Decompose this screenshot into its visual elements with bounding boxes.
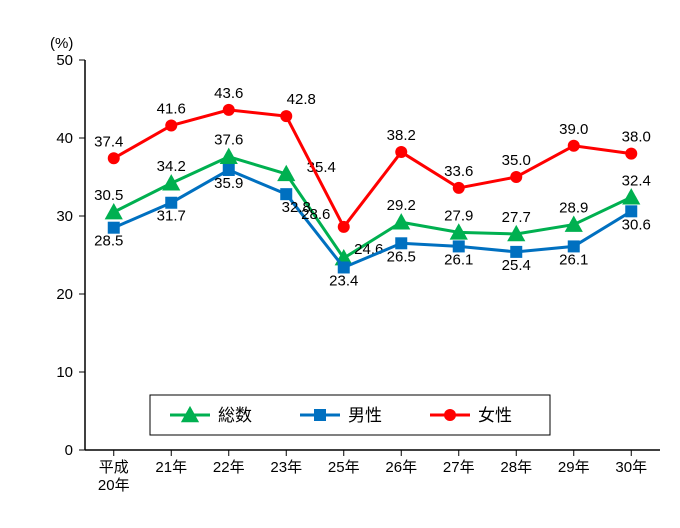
data-label: 23.4 [329, 272, 358, 289]
y-tick-label: 40 [56, 130, 73, 147]
data-label: 38.2 [387, 127, 416, 144]
marker-triangle [565, 215, 583, 231]
marker-circle [444, 409, 456, 421]
data-label: 37.6 [214, 132, 243, 149]
data-label: 27.9 [444, 207, 473, 224]
x-tick-label: 25年 [328, 459, 360, 476]
x-tick-label: 29年 [558, 459, 590, 476]
y-tick-label: 50 [56, 52, 73, 69]
legend-label: 男性 [348, 406, 382, 425]
data-label: 35.9 [214, 175, 243, 192]
data-label: 34.2 [157, 158, 186, 175]
y-tick-label: 0 [65, 442, 73, 459]
x-tick-label: 27年 [443, 459, 475, 476]
data-label: 30.5 [94, 187, 123, 204]
x-tick-label: 20年 [98, 477, 130, 494]
series-line [114, 110, 632, 227]
data-label: 28.9 [559, 200, 588, 217]
data-label: 43.6 [214, 85, 243, 102]
y-tick-label: 10 [56, 364, 73, 381]
data-label: 26.1 [559, 251, 588, 268]
marker-triangle [392, 213, 410, 229]
marker-circle [625, 148, 637, 160]
data-label: 37.4 [94, 133, 123, 150]
marker-triangle [105, 203, 123, 219]
line-chart: (%) 0 10 20 30 40 50 平成20年 21年 22年 23年 25年 26年 27年 28年… [0, 0, 680, 528]
marker-circle [338, 221, 350, 233]
marker-circle [510, 171, 522, 183]
data-label: 28.5 [94, 233, 123, 250]
y-tick-label: 20 [56, 286, 73, 303]
legend-label: 女性 [478, 406, 512, 425]
marker-circle [280, 110, 292, 122]
x-tick-label: 23年 [270, 459, 302, 476]
data-label: 26.1 [444, 251, 473, 268]
data-label: 25.4 [502, 257, 531, 274]
marker-circle [568, 140, 580, 152]
data-label: 39.0 [559, 121, 588, 138]
marker-circle [395, 146, 407, 158]
marker-circle [453, 182, 465, 194]
data-label: 35.0 [502, 152, 531, 169]
x-tick-label: 30年 [615, 459, 647, 476]
marker-triangle [162, 174, 180, 190]
marker-triangle [622, 188, 640, 204]
data-label: 27.7 [502, 209, 531, 226]
data-label: 29.2 [387, 197, 416, 214]
x-tick-label: 22年 [213, 459, 245, 476]
y-unit-label: (%) [50, 35, 73, 52]
x-tick-label: 26年 [385, 459, 417, 476]
data-label: 33.6 [444, 163, 473, 180]
marker-circle [108, 152, 120, 164]
legend: 総数 男性 女性 [150, 395, 550, 435]
marker-circle [165, 120, 177, 132]
data-label: 32.4 [622, 172, 651, 189]
data-label: 28.6 [301, 206, 330, 223]
marker-square [314, 409, 326, 421]
x-tick-label: 28年 [500, 459, 532, 476]
data-label: 31.7 [157, 208, 186, 225]
x-tick-label: 21年 [155, 459, 187, 476]
marker-triangle [220, 148, 238, 164]
y-tick-label: 30 [56, 208, 73, 225]
data-label: 26.5 [387, 248, 416, 265]
data-label: 41.6 [157, 101, 186, 118]
data-label: 38.0 [622, 129, 651, 146]
legend-label: 総数 [218, 406, 252, 425]
marker-circle [223, 104, 235, 116]
data-label: 42.8 [287, 91, 316, 108]
x-tick-label: 平成 [99, 459, 129, 476]
data-label: 30.6 [622, 216, 651, 233]
